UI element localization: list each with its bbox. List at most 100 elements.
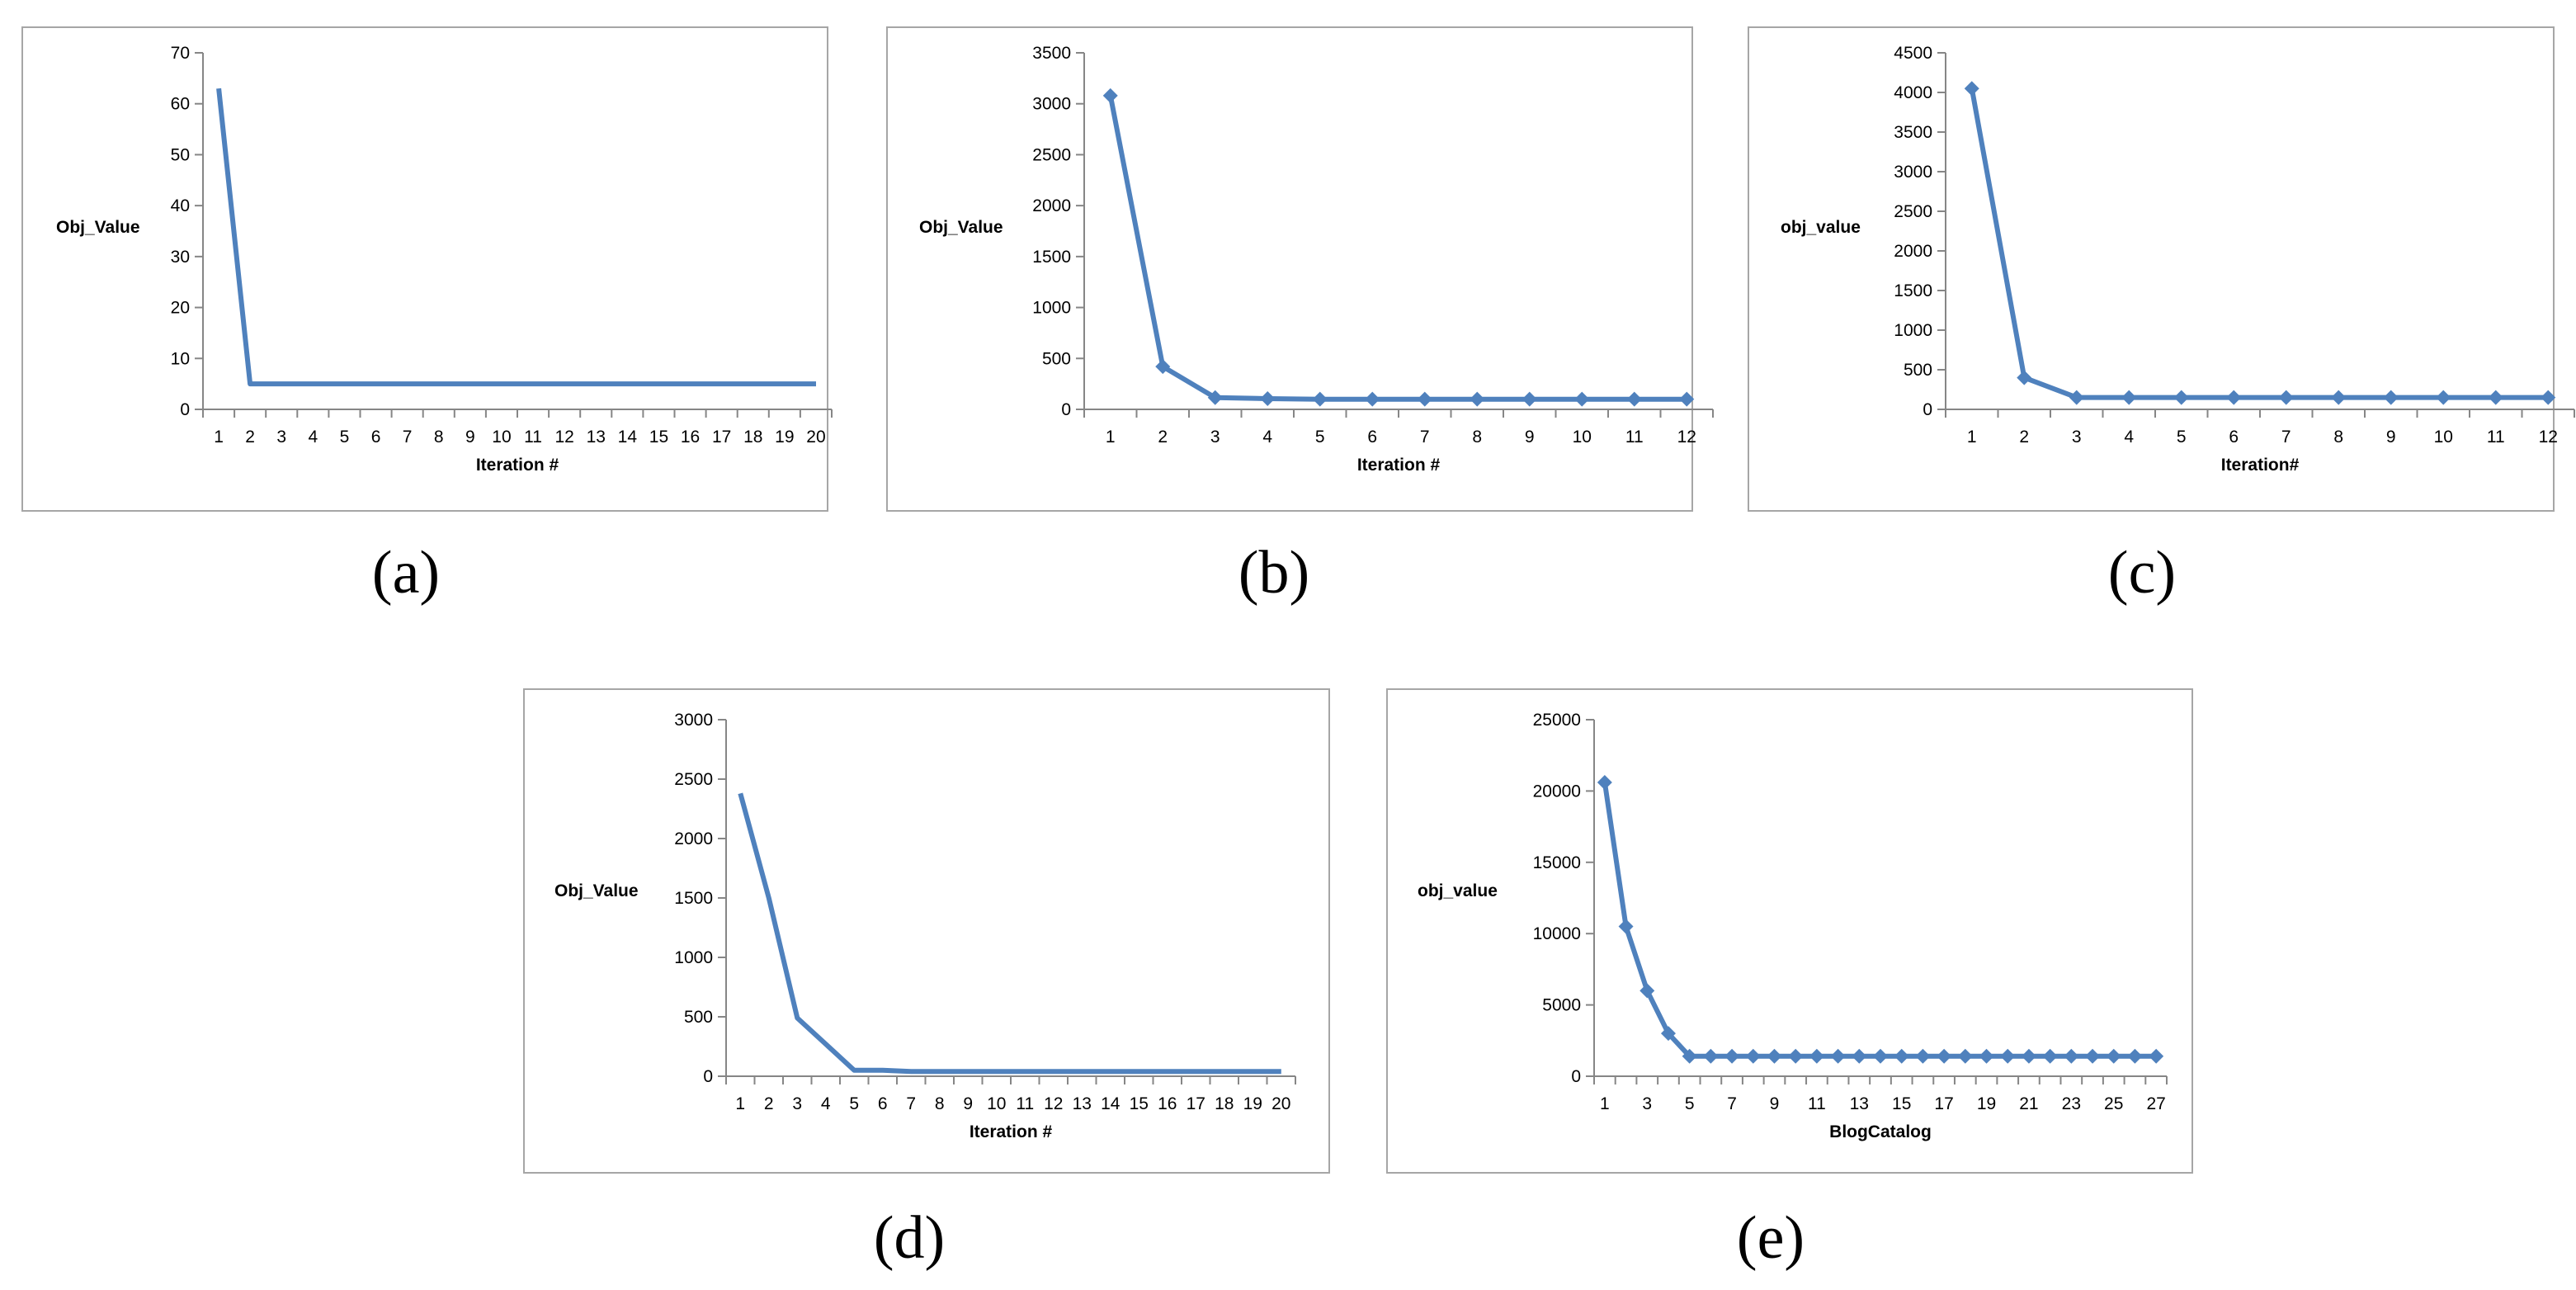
x-tick-label: 9 — [465, 428, 475, 447]
x-tick-label: 3 — [276, 428, 286, 447]
y-tick-label: 1000 — [1032, 299, 1071, 318]
x-tick-label: 11 — [524, 428, 542, 447]
data-point-marker — [1767, 1048, 1782, 1064]
x-tick-label: 15 — [1892, 1094, 1911, 1113]
x-tick-label: 20 — [1271, 1094, 1290, 1113]
data-point-marker — [1964, 81, 1979, 97]
y-tick-label: 5000 — [1542, 996, 1581, 1015]
data-point-marker — [1417, 391, 1432, 407]
x-tick-label: 9 — [1525, 428, 1535, 447]
y-tick-label: 0 — [703, 1067, 713, 1086]
y-tick-label: 0 — [180, 400, 190, 419]
x-tick-label: 2 — [245, 428, 255, 447]
x-tick-label: 23 — [2062, 1094, 2081, 1113]
x-tick-label: 12 — [2539, 428, 2558, 447]
y-tick-label: 1500 — [1032, 248, 1071, 267]
y-axis-title: Obj_Value — [554, 881, 639, 900]
y-tick-label: 25000 — [1533, 711, 1581, 730]
data-point-marker — [1639, 983, 1655, 999]
x-tick-label: 13 — [587, 428, 606, 447]
x-axis-title: Iteration# — [2221, 456, 2300, 475]
data-point-marker — [1957, 1048, 1973, 1064]
y-tick-label: 30 — [171, 248, 190, 267]
y-axis-title: Obj_Value — [919, 218, 1003, 237]
x-tick-label: 25 — [2104, 1094, 2123, 1113]
x-tick-label: 6 — [878, 1094, 888, 1113]
y-tick-label: 1000 — [1894, 321, 1932, 340]
data-point-marker — [1574, 391, 1590, 407]
x-axis-title: Iteration # — [970, 1122, 1053, 1141]
x-axis-title: Iteration # — [1357, 456, 1441, 475]
x-tick-label: 6 — [1367, 428, 1377, 447]
data-point-marker — [1788, 1048, 1804, 1064]
x-tick-label: 12 — [1044, 1094, 1063, 1113]
x-tick-label: 10 — [2434, 428, 2453, 447]
caption-e: (e) — [1736, 1204, 1805, 1272]
x-tick-label: 7 — [1727, 1094, 1737, 1113]
x-tick-label: 10 — [987, 1094, 1006, 1113]
x-tick-label: 16 — [1158, 1094, 1177, 1113]
y-tick-label: 2500 — [1032, 145, 1071, 164]
x-tick-label: 8 — [1472, 428, 1482, 447]
data-point-marker — [1679, 391, 1695, 407]
y-tick-label: 4000 — [1894, 83, 1932, 102]
x-tick-label: 7 — [906, 1094, 916, 1113]
x-tick-label: 4 — [821, 1094, 831, 1113]
data-point-marker — [1937, 1048, 1952, 1064]
y-tick-label: 3000 — [1032, 95, 1071, 114]
data-point-marker — [2064, 1048, 2079, 1064]
chart-panel-a: 0 10 20 30 40 50 60 70 1 2 3 4 5 6 7 8 9 10 11 12 13 14 15 16 17… — [21, 26, 833, 512]
x-tick-label: 1 — [214, 428, 224, 447]
x-tick-label: 17 — [1934, 1094, 1953, 1113]
y-tick-label: 4500 — [1894, 44, 1932, 63]
series-line — [738, 792, 1281, 1075]
data-point-marker — [1852, 1048, 1867, 1064]
data-point-marker — [1102, 87, 1118, 103]
chart-panel-d: 0 500 1000 1500 2000 2500 3000 1 2 3 4 5 6 7 8 9 10 11 12 1… — [523, 688, 1330, 1174]
data-point-marker — [2226, 390, 2242, 405]
data-point-marker — [2278, 390, 2294, 405]
data-point-marker — [2106, 1048, 2121, 1064]
x-tick-label: 19 — [775, 428, 794, 447]
data-point-marker — [1830, 1048, 1846, 1064]
x-tick-label: 4 — [2124, 428, 2134, 447]
x-tick-label: 14 — [1101, 1094, 1121, 1113]
x-tick-label: 7 — [1420, 428, 1430, 447]
x-tick-label: 15 — [1130, 1094, 1149, 1113]
data-point-marker — [2085, 1048, 2101, 1064]
series-line — [216, 87, 816, 387]
x-tick-label: 6 — [371, 428, 381, 447]
y-tick-label: 2000 — [674, 829, 713, 848]
series-line — [1107, 95, 1687, 402]
x-tick-label: 13 — [1073, 1094, 1092, 1113]
x-tick-label: 10 — [1573, 428, 1592, 447]
x-tick-label: 3 — [1642, 1094, 1652, 1113]
data-point-marker — [1312, 391, 1328, 407]
y-tick-label: 1000 — [674, 948, 713, 967]
series-line — [1969, 87, 2549, 400]
x-tick-label: 2 — [764, 1094, 774, 1113]
x-tick-label: 18 — [743, 428, 762, 447]
y-tick-label: 50 — [171, 145, 190, 164]
y-tick-label: 3000 — [674, 711, 713, 730]
x-tick-label: 1 — [1106, 428, 1116, 447]
y-tick-label: 40 — [171, 196, 190, 215]
data-point-marker — [1660, 1026, 1676, 1042]
y-tick-label: 20000 — [1533, 782, 1581, 801]
x-tick-label: 5 — [340, 428, 350, 447]
x-tick-label: 27 — [2146, 1094, 2165, 1113]
data-point-marker — [1618, 919, 1634, 934]
data-point-marker — [2436, 390, 2451, 405]
data-point-marker — [2488, 390, 2503, 405]
y-tick-label: 2500 — [674, 770, 713, 789]
x-tick-label: 17 — [1187, 1094, 1205, 1113]
y-tick-label: 3000 — [1894, 163, 1932, 182]
y-tick-label: 70 — [171, 44, 190, 63]
y-tick-label: 500 — [1904, 361, 1932, 380]
y-tick-label: 15000 — [1533, 853, 1581, 872]
caption-a: (a) — [371, 539, 441, 607]
x-tick-label: 9 — [2386, 428, 2396, 447]
x-tick-label: 12 — [554, 428, 573, 447]
